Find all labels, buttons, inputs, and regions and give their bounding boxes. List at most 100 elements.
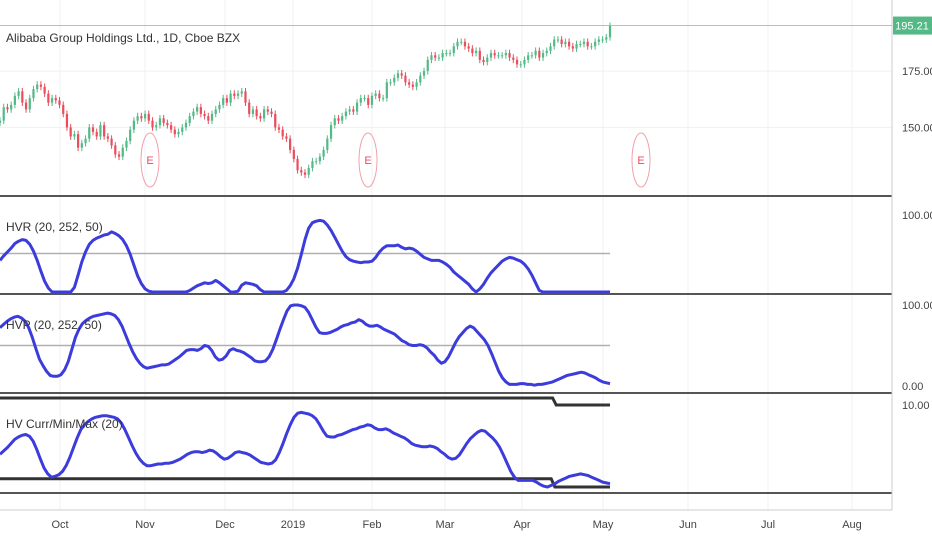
earnings-oval (631, 132, 651, 188)
price-tick-label: 175.00 (902, 66, 932, 78)
candle (605, 33, 608, 43)
candle (32, 85, 35, 102)
candle (203, 110, 206, 120)
candle (166, 119, 169, 129)
candle-body (355, 102, 359, 112)
candle-body (571, 46, 574, 49)
candle (162, 115, 165, 127)
candle (196, 103, 199, 116)
x-tick-label: Feb (363, 519, 382, 531)
candle-body (556, 39, 560, 41)
candle-body (43, 86, 46, 94)
price-axis: 175.00 150.00 100.00 100.00 0.00 10.00 (902, 66, 932, 412)
candle (497, 51, 500, 59)
candle (80, 139, 83, 152)
candle-body (452, 46, 455, 54)
candle-body (382, 98, 385, 100)
candle (575, 40, 578, 52)
indicator-tick-label: 100.00 (902, 210, 932, 222)
candle (430, 51, 433, 64)
candle (404, 72, 407, 86)
indicator-pane (0, 410, 611, 489)
x-tick-label: Jun (679, 519, 697, 531)
last-price-label: 195.21 (895, 21, 929, 33)
candle-body (143, 113, 147, 119)
candle-body (177, 131, 180, 135)
candle (151, 117, 154, 131)
candle (501, 51, 504, 59)
candle (478, 47, 481, 64)
candle (422, 67, 426, 79)
candle (434, 51, 437, 61)
x-tick-label: Oct (51, 519, 68, 531)
candle-body (456, 41, 459, 47)
candle-body (534, 50, 537, 56)
candle (359, 94, 362, 107)
candle (274, 110, 277, 131)
candle (277, 124, 281, 134)
candle (266, 106, 269, 116)
candle (244, 87, 247, 107)
candle-body (370, 95, 374, 105)
candle-body (519, 64, 522, 66)
candle-body (434, 55, 437, 58)
candle (474, 47, 478, 57)
time-axis: Oct Nov Dec 2019 Feb Mar Apr May Jun Jul Aug (51, 519, 861, 531)
earnings-label: E (637, 155, 644, 167)
candle (121, 144, 124, 161)
hvp-pane-title: HVP (20, 252, 50) (6, 318, 102, 332)
candle (77, 130, 80, 152)
candle-body (222, 98, 225, 105)
candle (486, 54, 489, 66)
candle (207, 112, 210, 125)
candle-body (408, 82, 411, 85)
candle (471, 45, 474, 57)
candle (147, 110, 150, 125)
candle-body (441, 53, 444, 58)
candle (2, 103, 5, 125)
candle (28, 94, 31, 113)
candle (125, 137, 128, 152)
candle-body (378, 93, 381, 99)
candle-body (2, 107, 5, 121)
candle-body (255, 109, 258, 117)
candle-body (6, 107, 9, 110)
candle-body (28, 98, 31, 110)
candle (523, 56, 526, 68)
candle (385, 78, 388, 102)
candle (229, 90, 232, 107)
candle (91, 124, 95, 136)
candle-body (586, 41, 589, 47)
candle (106, 133, 109, 143)
candle (6, 103, 9, 113)
x-tick-label: Mar (436, 519, 455, 531)
candle (199, 103, 202, 118)
candle-body (184, 122, 188, 128)
candle-body (47, 93, 50, 103)
candle-body (333, 118, 336, 126)
candle (571, 42, 574, 52)
earnings-oval (140, 132, 160, 188)
earnings-marker: E (631, 132, 651, 188)
candle (300, 166, 303, 176)
candle-body (244, 91, 247, 103)
candle (47, 90, 50, 107)
candle (363, 94, 366, 102)
candle-body (501, 55, 504, 57)
earnings-marker: E (358, 132, 378, 188)
candle-body (411, 84, 414, 87)
x-tick-label: 2019 (281, 519, 305, 531)
candle-body (147, 113, 150, 121)
candle-body (110, 138, 113, 146)
candle-body (292, 149, 295, 159)
candle-body (359, 98, 362, 103)
candle (251, 106, 255, 118)
price-tick-label: 150.00 (902, 122, 932, 134)
candle (192, 108, 195, 120)
candle-body (296, 158, 299, 171)
candle (143, 110, 147, 122)
candle (99, 121, 102, 140)
candle (218, 101, 221, 113)
candle-body (80, 143, 83, 148)
price-candles (0, 22, 612, 179)
